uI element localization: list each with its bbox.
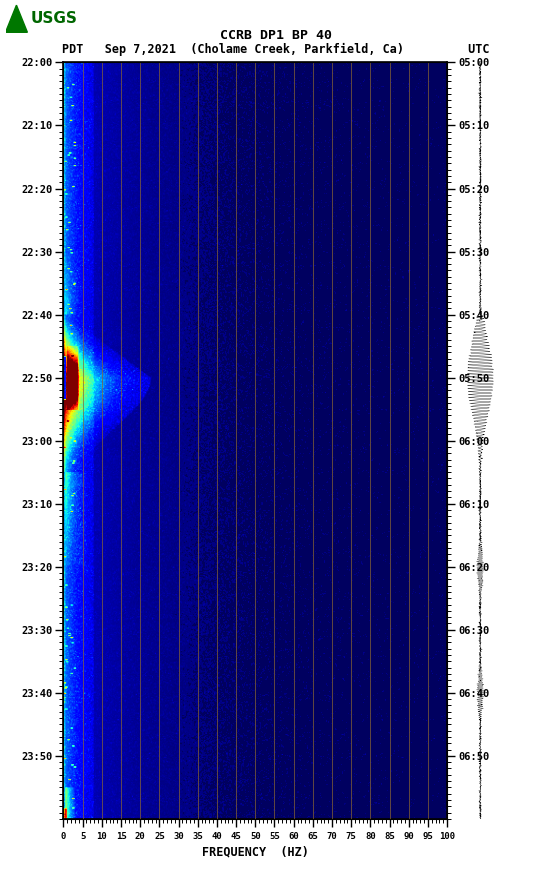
X-axis label: FREQUENCY  (HZ): FREQUENCY (HZ) <box>202 846 309 858</box>
Text: CCRB DP1 BP 40: CCRB DP1 BP 40 <box>220 29 332 43</box>
Text: PDT   Sep 7,2021  (Cholame Creek, Parkfield, Ca)         UTC: PDT Sep 7,2021 (Cholame Creek, Parkfield… <box>62 43 490 56</box>
Polygon shape <box>6 5 28 32</box>
Text: USGS: USGS <box>31 12 78 26</box>
